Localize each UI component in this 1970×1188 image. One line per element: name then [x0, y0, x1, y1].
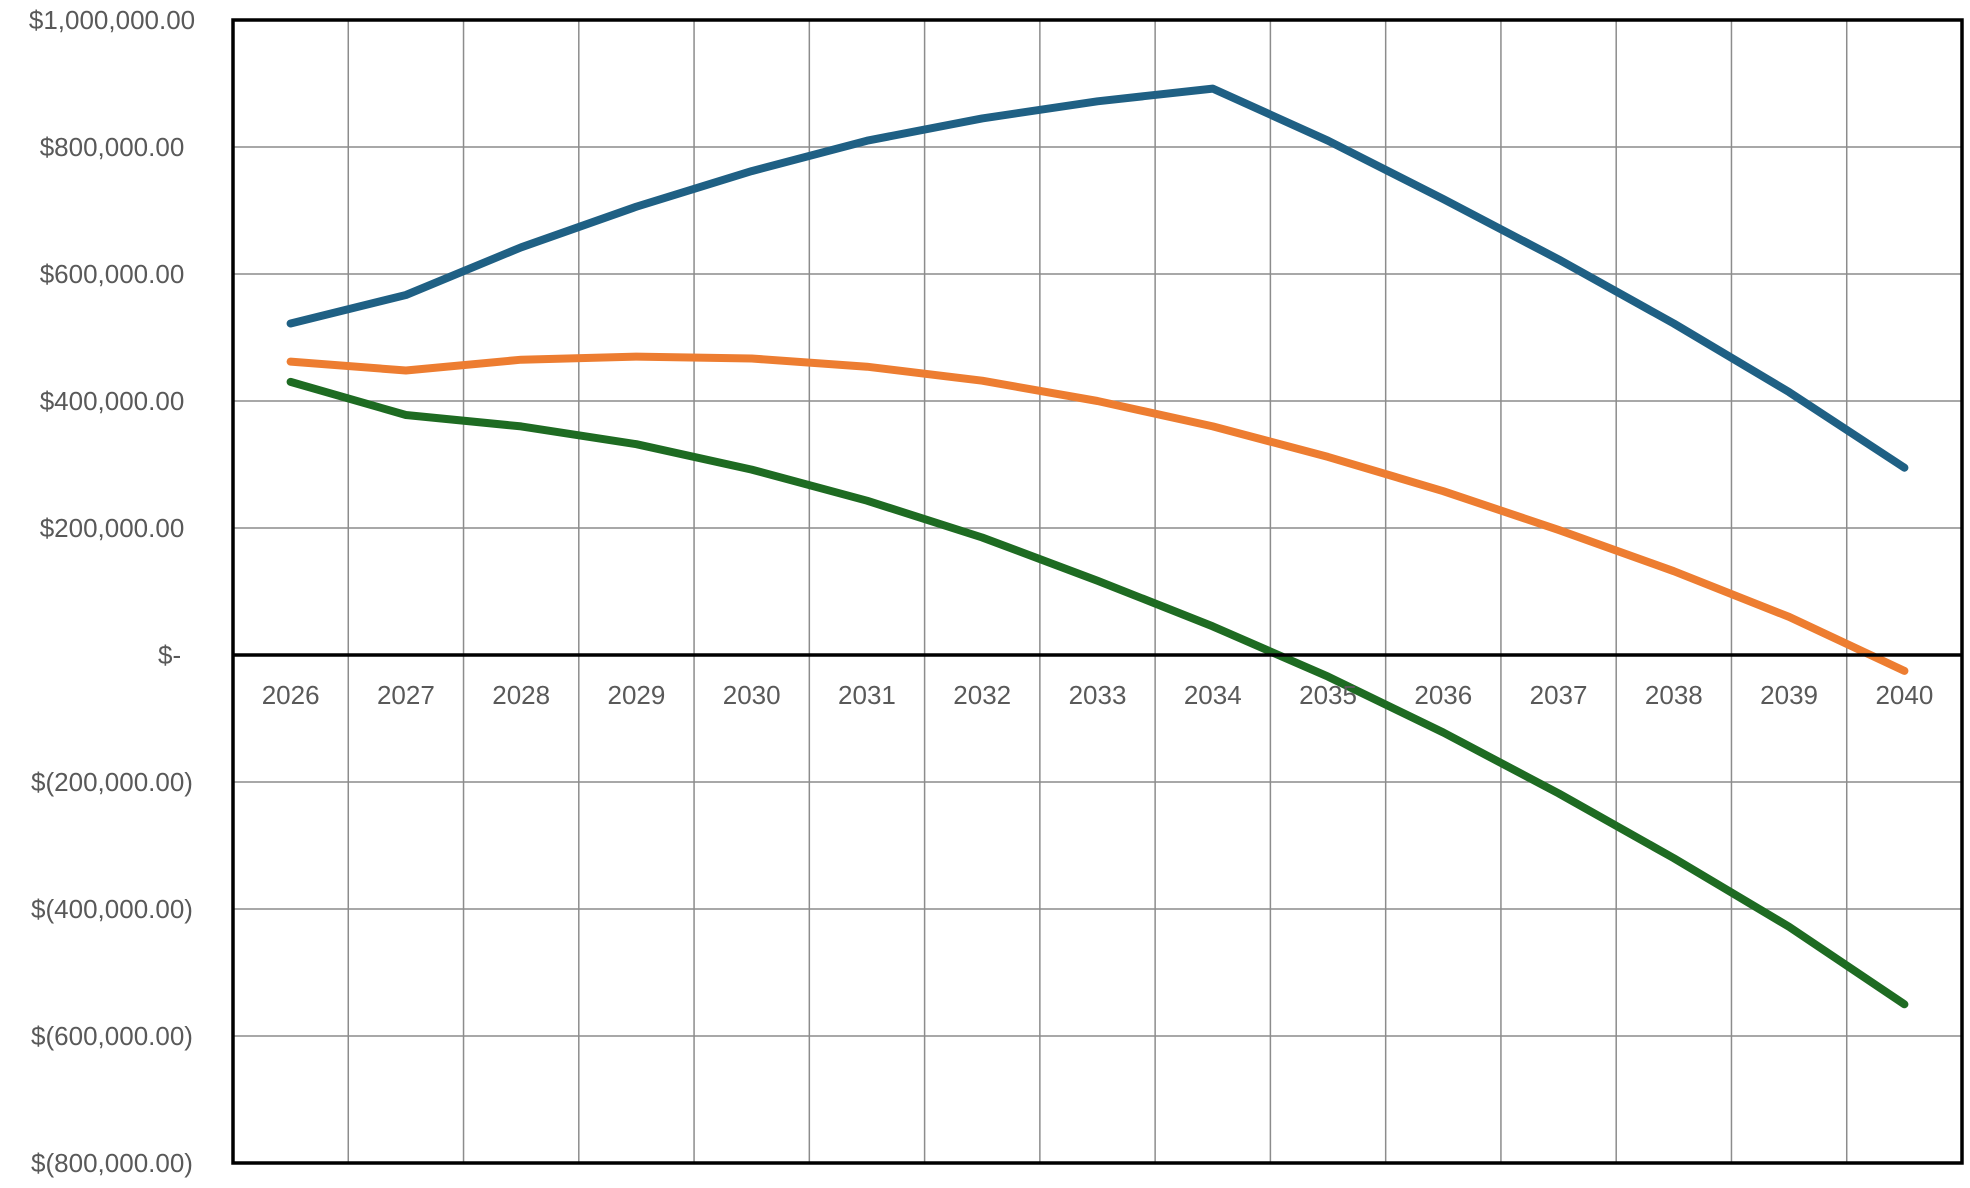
series-line-3: [286, 377, 1909, 1009]
y-axis-tick-labels: $1,000,000.00 $800,000.00 $600,000.00 $400,…: [29, 5, 195, 1178]
plot-border: [231, 18, 1964, 1165]
x-tick-label: 2026: [262, 680, 320, 710]
x-tick-label: 2038: [1645, 680, 1703, 710]
x-tick-label: 2040: [1875, 680, 1933, 710]
y-tick-label: $400,000.00: [40, 386, 185, 416]
x-tick-label: 2030: [723, 680, 781, 710]
series-lines: [286, 84, 1909, 1009]
x-tick-label: 2031: [838, 680, 896, 710]
y-tick-label: $(400,000.00): [31, 894, 193, 924]
series-line-1: [286, 84, 1909, 472]
y-tick-label: $800,000.00: [40, 132, 185, 162]
y-tick-label: $200,000.00: [40, 513, 185, 543]
x-tick-label: 2029: [608, 680, 666, 710]
x-tick-label: 2035: [1299, 680, 1357, 710]
y-tick-label: $(600,000.00): [31, 1021, 193, 1051]
x-tick-label: 2033: [1069, 680, 1127, 710]
plot-frame: [231, 18, 1964, 1165]
y-tick-label: $-: [158, 640, 181, 670]
y-tick-label: $(200,000.00): [31, 767, 193, 797]
x-axis-tick-labels: 2026 2027 2028 2029 2030 2031 2032 2033 2034 2035…: [262, 680, 1934, 710]
x-tick-label: 2036: [1414, 680, 1472, 710]
x-tick-label: 2027: [377, 680, 435, 710]
gridlines: [233, 19, 1962, 1164]
y-tick-label: $1,000,000.00: [29, 5, 195, 35]
series-line-2: [286, 352, 1909, 675]
x-tick-label: 2039: [1760, 680, 1818, 710]
y-tick-label: $(800,000.00): [31, 1148, 193, 1178]
y-tick-label: $600,000.00: [40, 259, 185, 289]
x-tick-label: 2032: [953, 680, 1011, 710]
x-tick-label: 2034: [1184, 680, 1242, 710]
x-tick-label: 2028: [492, 680, 550, 710]
x-tick-label: 2037: [1530, 680, 1588, 710]
